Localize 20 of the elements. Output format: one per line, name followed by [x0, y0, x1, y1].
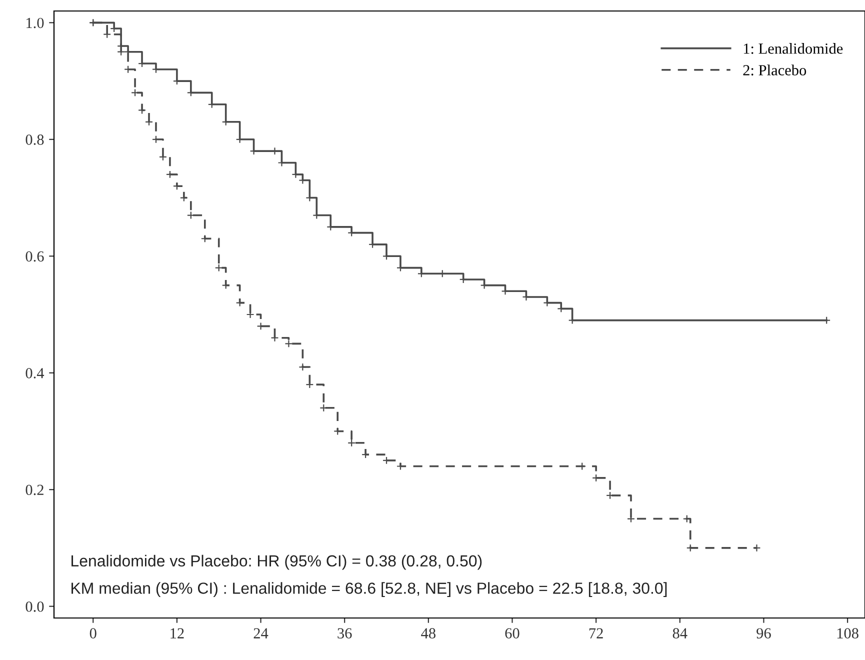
- x-tick-label: 24: [254, 628, 268, 638]
- x-tick-label: 36: [338, 628, 352, 638]
- x-tick-label: 12: [170, 628, 184, 638]
- x-tick-label: 0: [90, 628, 96, 638]
- legend-label: 2: Placebo: [743, 64, 806, 76]
- x-tick-label: 60: [505, 628, 520, 638]
- annotation: KM median (95% CI) : Lenalidomide = 68.6 [52.8, NE] vs Placebo = 22.5 [18.8, 30.0]: [72, 582, 667, 598]
- x-tick-label: 96: [756, 628, 771, 638]
- annotation: Lenalidomide vs Placebo: HR (95% CI) = 0.38 (0.28, 0.50): [72, 554, 482, 570]
- y-tick-label: 0.6: [26, 251, 44, 262]
- x-tick-label: 72: [589, 628, 603, 638]
- legend-label: 1: Lenalidomide: [744, 43, 843, 54]
- y-tick-label: 0.0: [26, 601, 44, 612]
- y-tick-label: 0.2: [26, 484, 44, 496]
- x-tick-label: 108: [837, 628, 858, 638]
- x-tick-label: 48: [421, 628, 436, 638]
- y-tick-label: 0.8: [26, 134, 44, 145]
- y-tick-label: 0.4: [26, 368, 44, 378]
- y-tick-label: 1.0: [26, 18, 44, 28]
- x-tick-label: 84: [672, 628, 688, 638]
